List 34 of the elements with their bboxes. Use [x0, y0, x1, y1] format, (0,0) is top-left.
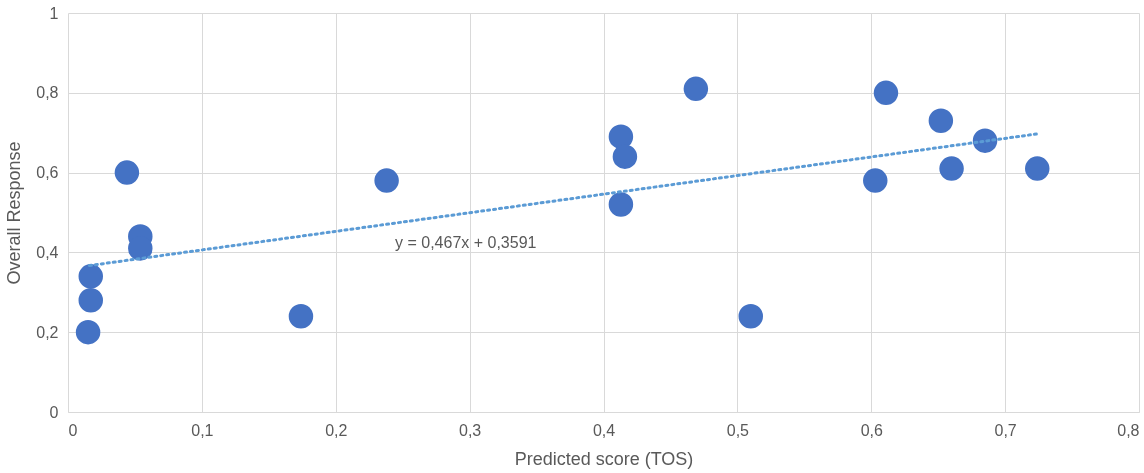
x-tick-label: 0,8 — [1117, 421, 1140, 439]
y-axis-title: Overall Response — [4, 141, 25, 285]
point — [612, 144, 638, 169]
x-tick-label: 0,3 — [459, 421, 482, 439]
point — [75, 319, 101, 345]
x-tick-label: 0,6 — [860, 421, 883, 439]
y-tick-label: 0 — [49, 403, 59, 421]
point — [683, 76, 709, 102]
x-axis-title: Predicted score (TOS) — [514, 448, 694, 469]
y-tick-label: 0,2 — [36, 323, 59, 341]
point — [78, 288, 104, 313]
point — [738, 304, 764, 329]
y-tick-label: 0,6 — [36, 164, 59, 182]
y-tick-label: 0,8 — [36, 84, 59, 102]
x-tick-label: 0,1 — [191, 421, 214, 439]
x-tick-label: 0,7 — [994, 421, 1017, 439]
point — [608, 124, 634, 149]
point — [374, 168, 399, 193]
x-tick-label: 0,4 — [592, 421, 616, 439]
y-tick-label: 1 — [49, 4, 59, 22]
point — [939, 156, 964, 181]
point — [873, 80, 899, 106]
y-tick-label: 0,4 — [36, 243, 59, 261]
point — [114, 160, 140, 185]
point — [928, 108, 954, 133]
point — [863, 168, 888, 193]
annotation: y = 0,467x + 0,3591 — [395, 234, 537, 251]
x-tick-label: 0 — [68, 421, 78, 439]
point — [78, 264, 104, 289]
x-tick-label: 0,2 — [325, 421, 348, 439]
point — [608, 192, 634, 217]
x-tick-label: 0,5 — [726, 421, 750, 439]
point — [288, 304, 314, 329]
point — [1025, 156, 1050, 181]
